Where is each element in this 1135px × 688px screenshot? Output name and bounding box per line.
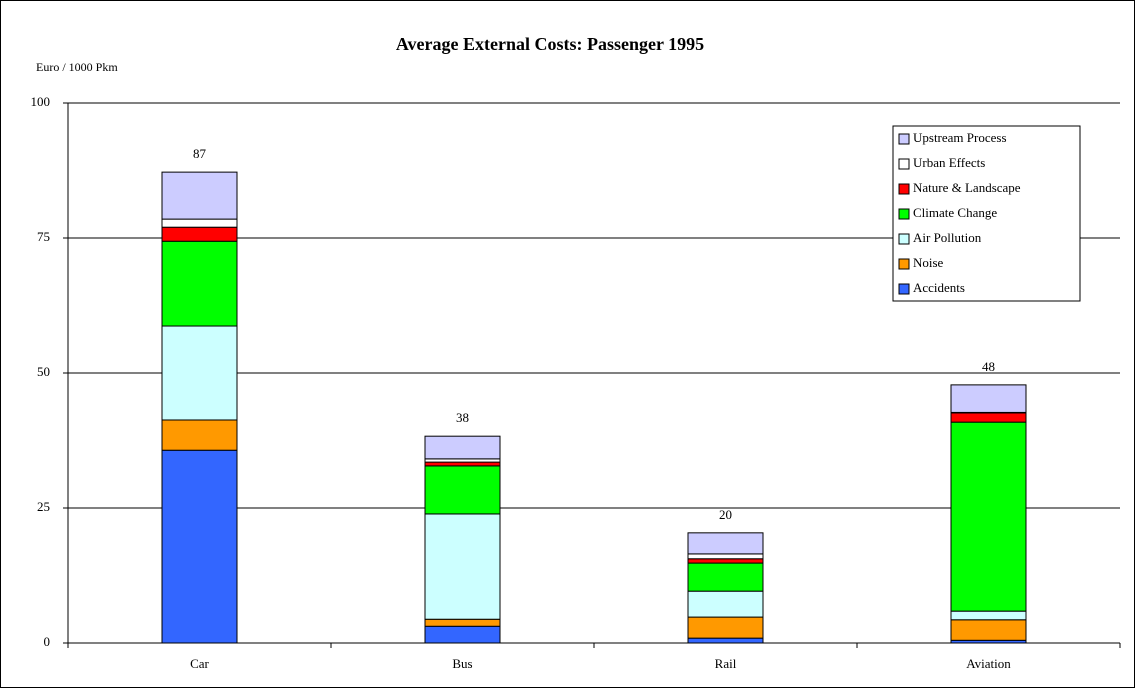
legend-label: Climate Change (913, 205, 997, 220)
legend-label: Urban Effects (913, 155, 985, 170)
bar-segment (687, 562, 764, 592)
total-label: 38 (456, 410, 469, 425)
bar-segment (424, 461, 501, 467)
bar-segment (950, 384, 1027, 413)
bar-segment (950, 610, 1027, 621)
bar-segment (424, 625, 501, 644)
bar-segment (687, 532, 764, 555)
legend-swatch (898, 183, 910, 195)
legend-swatch (898, 158, 910, 170)
y-axis-label: Euro / 1000 Pkm (36, 60, 118, 74)
x-tick-label: Rail (715, 656, 737, 671)
y-tick-label: 75 (37, 229, 50, 244)
bar-segment (161, 419, 238, 451)
legend-box (892, 125, 1081, 302)
legend-swatch (898, 233, 910, 245)
chart-title: Average External Costs: Passenger 1995 (396, 34, 704, 54)
x-tick-label: Bus (452, 656, 472, 671)
y-tick-label: 50 (37, 364, 50, 379)
total-label: 20 (719, 507, 732, 522)
y-tick-label: 100 (31, 94, 51, 109)
legend-label: Accidents (913, 280, 965, 295)
total-label: 87 (193, 146, 207, 161)
bar-segment (950, 421, 1027, 612)
bar-segment (687, 616, 764, 639)
bar-segment (161, 449, 238, 644)
legend-swatch (898, 283, 910, 295)
bar-segment (424, 513, 501, 620)
bar-segment (687, 553, 764, 560)
y-tick-label: 25 (37, 499, 50, 514)
bar-segment (687, 558, 764, 564)
bar-segment (687, 590, 764, 618)
x-tick-label: Car (190, 656, 209, 671)
bar-segment (161, 325, 238, 421)
legend-label: Air Pollution (913, 230, 982, 245)
bar-segment (161, 240, 238, 327)
legend-swatch (898, 133, 910, 145)
bar-segment (424, 435, 501, 460)
legend-swatch (898, 208, 910, 220)
total-label: 48 (982, 359, 995, 374)
bar-segment (687, 637, 764, 644)
bar-segment (161, 171, 238, 220)
legend-label: Nature & Landscape (913, 180, 1021, 195)
y-tick-label: 0 (44, 634, 51, 649)
bar-segment (950, 619, 1027, 641)
bar-segment (950, 412, 1027, 423)
bar-segment (424, 618, 501, 627)
legend-label: Upstream Process (913, 130, 1007, 145)
legend-label: Noise (913, 255, 944, 270)
x-tick-label: Aviation (966, 656, 1011, 671)
bar-segment (161, 218, 238, 228)
legend-swatch (898, 258, 910, 270)
bar-segment (161, 226, 238, 242)
bar-segment (424, 465, 501, 515)
